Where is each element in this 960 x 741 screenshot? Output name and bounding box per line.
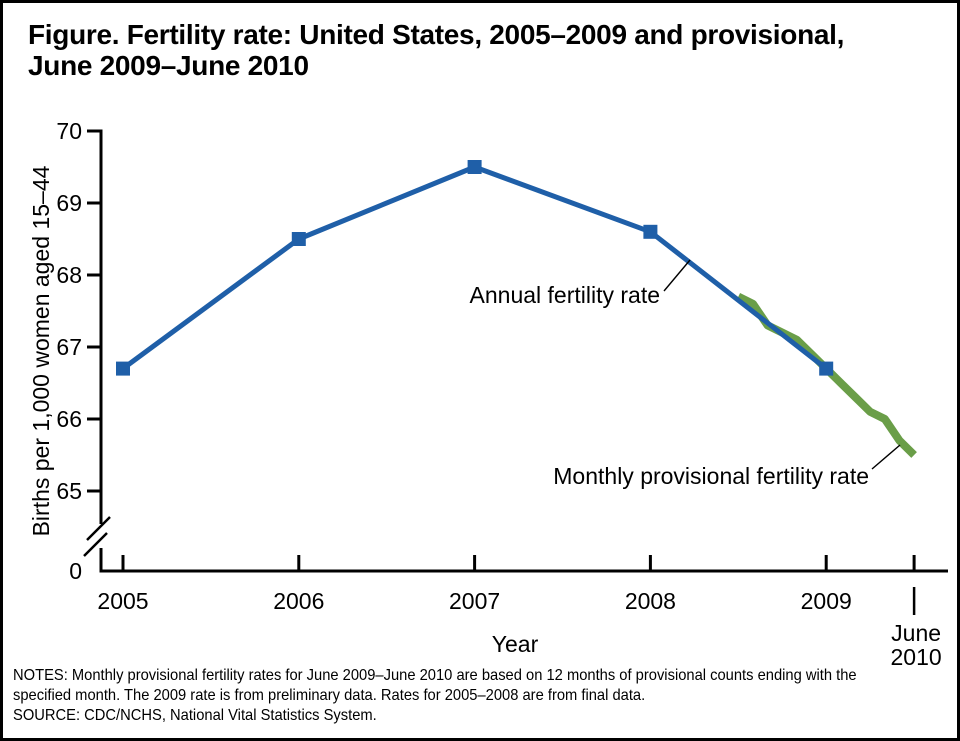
series bbox=[116, 160, 917, 458]
y-tick-label: 69 bbox=[56, 190, 82, 216]
annual-marker bbox=[467, 160, 482, 174]
figure-title: Figure. Fertility rate: United States, 2… bbox=[28, 19, 845, 81]
source-line: SOURCE: CDC/NCHS, National Vital Statist… bbox=[13, 707, 377, 724]
x-tick-label: 2008 bbox=[625, 588, 676, 614]
x-tick-label: 2009 bbox=[801, 588, 852, 614]
y-tick-label: 70 bbox=[56, 118, 82, 144]
notes-line-2: specified month. The 2009 rate is from p… bbox=[13, 687, 646, 704]
annual-line bbox=[121, 164, 828, 371]
y-axis-break-mark bbox=[86, 516, 111, 541]
x-tick-label: 2005 bbox=[97, 588, 148, 614]
annual-marker bbox=[116, 361, 130, 376]
annual-marker bbox=[819, 361, 834, 376]
y-axis-title: Births per 1,000 women aged 15–44 bbox=[28, 165, 54, 536]
y-origin-label: 0 bbox=[69, 558, 82, 584]
annual-series-label: Annual fertility rate bbox=[470, 282, 660, 308]
y-tick-label: 67 bbox=[56, 334, 82, 360]
fertility-rate-chart: 70 69 68 67 66 65 0 2005 2006 2007 2008 2009 June201… bbox=[28, 118, 948, 670]
x-end-tick-label: 2010 bbox=[891, 644, 942, 670]
notes: NOTES: Monthly provisional fertility rat… bbox=[13, 666, 930, 726]
monthly-label-leader-line bbox=[871, 444, 901, 470]
notes-line-1: NOTES: Monthly provisional fertility rat… bbox=[13, 667, 857, 684]
x-axis-title: Year bbox=[492, 631, 539, 657]
annual-label-leader-line bbox=[663, 259, 691, 292]
y-tick-label: 65 bbox=[56, 478, 82, 504]
annual-marker bbox=[643, 224, 658, 239]
y-tick-label: 66 bbox=[56, 406, 82, 432]
annual-marker bbox=[291, 232, 306, 246]
y-tick-label: 68 bbox=[56, 262, 82, 288]
x-end-tick-label: June bbox=[891, 620, 941, 646]
axes: 70 69 68 67 66 65 0 2005 2006 2007 2008 2009 June201… bbox=[56, 118, 948, 670]
x-tick-label: 2007 bbox=[449, 588, 500, 614]
monthly-series-label: Monthly provisional fertility rate bbox=[553, 463, 869, 489]
annotations: Annual fertility rate Monthly provisiona… bbox=[470, 259, 901, 489]
y-axis-break-mark bbox=[83, 532, 108, 557]
x-tick-label: 2006 bbox=[273, 588, 324, 614]
